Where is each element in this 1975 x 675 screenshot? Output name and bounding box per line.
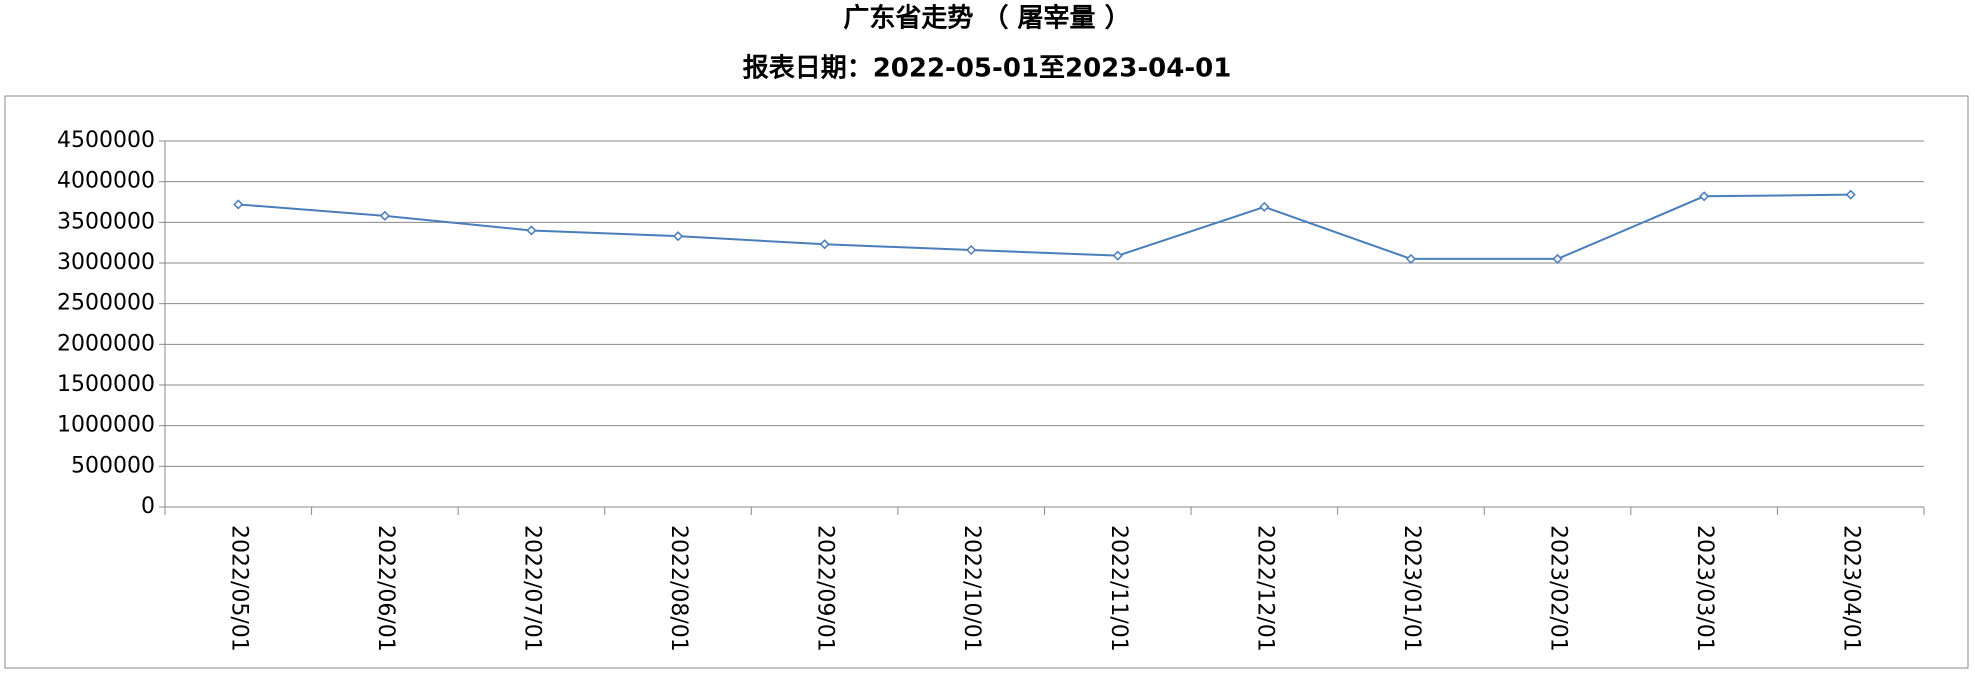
y-tick-label: 3500000 — [57, 209, 155, 234]
y-tick-label: 4000000 — [57, 169, 155, 194]
x-tick-label: 2022/09/01 — [813, 525, 838, 652]
chart-subtitle: 报表日期：2022-05-01至2023-04-01 — [743, 53, 1232, 84]
y-tick-label: 2500000 — [57, 291, 155, 316]
data-point — [1552, 253, 1563, 264]
data-point — [966, 244, 977, 256]
data-point — [233, 199, 244, 210]
data-point — [819, 239, 830, 250]
x-tick-label: 2022/08/01 — [666, 525, 691, 652]
x-tick-label: 2022/06/01 — [373, 525, 398, 652]
data-line — [238, 193, 1851, 260]
x-tick-label: 2022/07/01 — [519, 525, 544, 652]
x-tick-label: 2022/10/01 — [959, 525, 984, 652]
data-point — [1699, 191, 1710, 202]
data-point — [379, 210, 390, 221]
x-tick-label: 2022/12/01 — [1252, 525, 1277, 652]
y-tick-label: 2000000 — [57, 331, 155, 356]
data-point — [1405, 253, 1417, 264]
y-tick-label: 0 — [141, 494, 155, 519]
y-tick-label: 500000 — [71, 453, 155, 478]
data-point — [1259, 201, 1270, 212]
y-tick-label: 1500000 — [57, 372, 155, 397]
x-tick-label: 2023/02/01 — [1546, 525, 1571, 652]
data-point — [672, 231, 684, 242]
x-tick-label: 2022/05/01 — [226, 525, 251, 652]
data-point — [1112, 250, 1123, 261]
chart-title: 广东省走势 （ 屠宰量 ） — [843, 3, 1130, 34]
y-tick-label: 4500000 — [57, 128, 155, 153]
x-tick-label: 2023/04/01 — [1839, 525, 1864, 652]
data-point — [1845, 189, 1856, 200]
chart-frame — [4, 95, 1969, 669]
x-tick-label: 2023/01/01 — [1399, 525, 1424, 652]
data-point — [526, 225, 537, 236]
y-tick-label: 1000000 — [57, 413, 155, 438]
x-tick-label: 2022/11/01 — [1106, 525, 1131, 652]
x-tick-label: 2023/03/01 — [1692, 525, 1717, 652]
y-tick-label: 3000000 — [57, 250, 155, 275]
